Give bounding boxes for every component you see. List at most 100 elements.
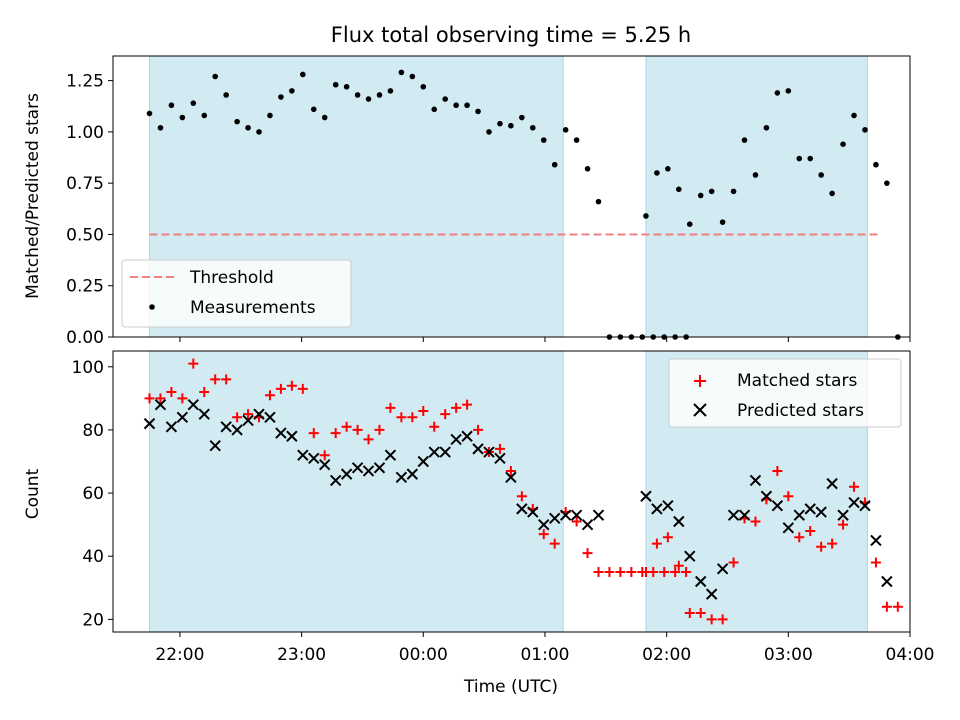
chart-title: Flux total observing time = 5.25 h <box>331 23 691 47</box>
matched-star-point <box>308 428 319 439</box>
predicted-star-point <box>760 490 773 502</box>
predicted-star-point <box>548 512 561 525</box>
predicted-star-point <box>176 411 189 424</box>
matched-star-point <box>177 393 188 404</box>
measurement-point <box>697 192 704 199</box>
measurement-point <box>179 114 186 121</box>
matched-star-point <box>538 529 549 540</box>
bottom-x-ticks: 22:00 23:00 00:00 01:00 02:00 03:00 04:00 <box>155 632 935 665</box>
matched-star-point <box>615 567 626 578</box>
x-tick-label: 01:00 <box>520 645 569 665</box>
measurement-point <box>676 186 682 193</box>
matched-star-point <box>429 421 440 432</box>
predicted-star-point <box>859 500 871 512</box>
matched-star-point <box>662 532 673 543</box>
predicted-star-point <box>494 452 506 465</box>
predicted-star-point <box>705 588 718 600</box>
matched-star-point <box>144 393 155 404</box>
predicted-star-point <box>165 421 178 433</box>
predicted-star-point <box>187 398 200 411</box>
matched-star-point <box>516 491 527 502</box>
count-panel: 20 40 60 80 100 22:00 23:00 00:00 01:00 02:00 03:… <box>23 350 935 697</box>
measurement-point <box>551 161 558 168</box>
measurement-point <box>310 106 317 113</box>
measurement-point <box>595 198 602 205</box>
matched-star-point <box>407 412 418 423</box>
measurement-point <box>267 112 273 119</box>
matched-star-point <box>297 383 308 394</box>
ratio-panel: 0.00 0.25 0.50 0.75 1.00 1.25 Flux total obse… <box>23 23 911 348</box>
y-tick-label: 80 <box>82 421 104 441</box>
measurement-point <box>146 110 153 117</box>
predicted-star-point <box>308 452 320 465</box>
matched-star-point <box>363 434 374 445</box>
measurement-point <box>453 102 459 109</box>
matched-star-point <box>462 399 473 410</box>
matched-star-point <box>341 421 352 432</box>
predicted-star-point <box>651 503 663 515</box>
measurement-point <box>519 114 525 121</box>
matched-star-point <box>604 567 615 578</box>
matched-star-point <box>264 390 275 401</box>
matched-star-point <box>659 567 670 578</box>
matched-star-point <box>717 614 728 625</box>
predicted-star-point <box>275 427 287 439</box>
legend-predicted-label: Predicted stars <box>737 401 864 421</box>
matched-star-point <box>396 412 407 423</box>
top-y-ticks: 0.00 0.25 0.50 0.75 1.00 1.25 <box>66 72 113 348</box>
predicted-star-point <box>143 417 156 430</box>
measurement-point <box>475 108 481 115</box>
legend-predicted-swatch <box>693 403 707 417</box>
x-axis-label: Time (UTC) <box>463 677 558 697</box>
predicted-star-point <box>727 509 740 521</box>
matched-star-point <box>706 614 717 625</box>
predicted-star-point <box>264 411 276 424</box>
predicted-star-point <box>793 509 805 521</box>
matched-star-point <box>827 538 838 549</box>
predicted-star-point <box>472 443 484 455</box>
predicted-star-point <box>220 421 232 433</box>
measurement-point <box>212 73 219 80</box>
measurement-point <box>354 92 361 98</box>
matched-star-point <box>640 567 651 578</box>
measurement-point <box>289 88 295 94</box>
matched-star-point <box>243 409 254 420</box>
y-tick-label: 0.50 <box>66 225 104 245</box>
measurement-point <box>730 188 737 195</box>
matched-star-point <box>593 567 604 578</box>
predicted-star-point <box>428 446 440 458</box>
measurement-point <box>245 124 251 131</box>
x-tick-label: 00:00 <box>399 645 448 665</box>
shaded-interval <box>645 55 868 338</box>
predicted-star-point <box>319 458 331 471</box>
measurement-point <box>752 172 759 178</box>
matched-star-point <box>728 557 739 568</box>
predicted-star-point <box>516 503 528 515</box>
matched-star-point <box>838 519 849 530</box>
predicted-star-point <box>749 474 762 487</box>
measurement-point <box>862 127 868 133</box>
bottom-y-axis-label: Count <box>23 468 43 519</box>
measurement-point <box>763 124 770 131</box>
measurement-point <box>873 161 879 168</box>
matched-star-point <box>870 557 881 568</box>
matched-star-point <box>549 538 560 549</box>
measurement-point <box>223 92 229 98</box>
matched-star-point <box>440 409 451 420</box>
predicted-star-point <box>837 509 849 521</box>
matched-star-point <box>199 387 210 398</box>
matched-star-point <box>892 601 903 612</box>
matched-star-point <box>750 516 761 527</box>
matched-stars-points <box>144 358 903 625</box>
measurement-point <box>562 127 569 133</box>
predicted-star-point <box>771 500 784 512</box>
predicted-star-point <box>640 490 652 502</box>
top-x-ticks <box>179 337 911 342</box>
measurement-point <box>300 71 306 78</box>
measurement-point <box>157 124 164 131</box>
measurement-point <box>665 166 671 172</box>
measurement-point <box>540 137 547 143</box>
y-tick-label: 1.00 <box>66 123 104 143</box>
predicted-star-point <box>461 430 473 442</box>
